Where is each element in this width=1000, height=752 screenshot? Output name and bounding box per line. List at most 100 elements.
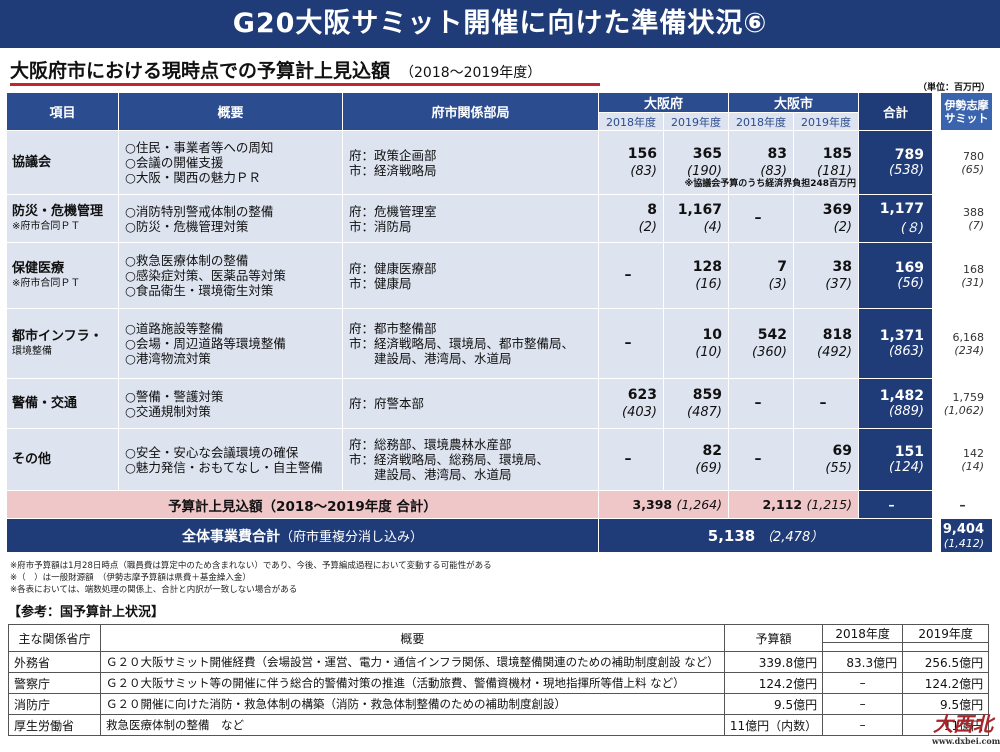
grand-total-label-cell: 全体事業費合計（府市重複分消し込み） — [6, 518, 599, 553]
grand-total-label-sub: （府市重複分消し込み） — [279, 529, 423, 545]
header-ise-line1: 伊勢志摩 — [944, 98, 989, 112]
city-2019-cell: 185 (181) ※協議会予算のうち経済界負担248百万円 — [684, 130, 859, 195]
pref-2018-cell-sub: (83) — [630, 163, 657, 179]
budget-total-label: 予算計上見込額（2018～2019年度 合計） — [6, 490, 599, 519]
header-item: 項目 — [6, 92, 119, 131]
ise-shima-cell: 6,168 (234) — [940, 308, 993, 379]
pref-2018-cell-value: – — [624, 267, 632, 283]
header-city-2019: 2019年度 — [793, 112, 859, 131]
pref-2018-cell-value: – — [624, 451, 632, 467]
pref-2018-cell: 8 (2) — [598, 194, 664, 243]
row-item: 保健医療 ※府市合同ＰＴ — [6, 242, 119, 309]
header-pref-2019: 2019年度 — [663, 112, 729, 131]
city-2019-cell-sub: (55) — [825, 460, 852, 476]
logo-url: www.dxbei.com — [932, 736, 1000, 746]
overview-line: ○道路施設等整備 — [125, 321, 224, 336]
pref-2019-cell-value: 82 — [702, 442, 722, 459]
header-ise-line2: サミット — [944, 111, 989, 125]
city-2019-cell: 818 (492) — [793, 308, 859, 379]
pref-2018-cell: – — [598, 428, 664, 491]
national-budget-table: 主な関係省庁 概要 予算額 2018年度 2019年度 外務省 Ｇ２０大阪サミット… — [8, 624, 990, 736]
pref-2018-cell-value: 156 — [627, 145, 657, 162]
city-2019-cell-value: – — [819, 395, 827, 411]
budget-city-value: 2,112 — [762, 497, 803, 512]
ref-2019: 256.5億円 — [902, 651, 990, 673]
gap — [932, 92, 941, 131]
section-period: （2018～2019年度） — [400, 65, 542, 81]
ref-amount: 339.8億円 — [723, 651, 824, 673]
header-osaka-city: 大阪市 — [728, 92, 859, 113]
row-item-label: その他 — [12, 452, 52, 467]
ref-header-ministry: 主な関係省庁 — [8, 624, 101, 652]
budget-pref-value: 3,398 — [632, 497, 673, 512]
budget-pref-sub: (1,264) — [676, 497, 722, 512]
ise-sub: (14) — [961, 459, 984, 473]
footnote: ※各表においては、端数処理の関係上、合計と内訳が一致しない場合がある — [10, 585, 298, 595]
footnote: ※（ ）は一般財源額 （伊勢志摩予算額は県費＋基金繰入金） — [10, 573, 251, 583]
city-2018-cell: – — [728, 428, 794, 491]
ref-overview: 救急医療体制の整備 など — [100, 714, 725, 736]
total-sub: (538) — [889, 163, 924, 178]
row-dept: 府：総務部、環境農林水産部 市：経済戦略局、総務局、環境局、 建設局、港湾局、水道… — [342, 428, 599, 491]
dept-line: 府：危機管理室 — [349, 203, 437, 219]
unit-label: （単位：百万円） — [917, 83, 990, 93]
table-row: 防災・危機管理 ※府市合同ＰＴ ○消防特別警戒体制の整備 ○防災・危機管理対策 府：危機… — [6, 194, 993, 243]
table-row: その他 ○安全・安心な会議環境の確保 ○魅力発信・おもてなし・自主警備 府：総務部、環… — [6, 428, 993, 491]
total-value: 1,482 — [879, 388, 924, 404]
city-2019-cell-sub: (2) — [833, 219, 852, 235]
grand-ise-value: 9,404 — [942, 521, 984, 537]
table-row: 警備・交通 ○警備・警護対策 ○交通規制対策 府：府警本部 623 (403) 859 (48… — [6, 378, 993, 429]
section-heading: 大阪府市における現時点での予算計上見込額 （2018～2019年度） — [10, 56, 600, 86]
row-overview: ○救急医療体制の整備 ○感染症対策、医薬品等対策 ○食品衛生・環境衛生対策 — [118, 242, 343, 309]
overview-line: ○大阪・関西の魅力ＰＲ — [125, 170, 261, 185]
ref-overview: Ｇ２０大阪サミット開催経費（会場設営・運営、電力・通信インフラ関係、環境整備関連… — [100, 651, 725, 673]
ref-row: 警察庁 Ｇ２０大阪サミット等の開催に伴う総合的警備対策の推進（活動旅費、警備資機材… — [8, 672, 990, 694]
dept-line: 市：経済戦略局、総務局、環境局、 — [349, 452, 550, 467]
city-2019-cell: 369 (2) — [793, 194, 859, 243]
overview-line: ○港湾物流対策 — [125, 351, 211, 366]
header-overview: 概要 — [118, 92, 343, 131]
total-cell: 169 (56) — [858, 242, 933, 309]
watermark-logo: 大西北 www.dxbei.com — [932, 712, 1000, 748]
gap — [932, 130, 941, 195]
grand-total-value-sub: （2,478） — [760, 530, 824, 545]
row-overview: ○住民・事業者等への周知 ○会議の開催支援 ○大阪・関西の魅力ＰＲ — [118, 130, 343, 195]
row-dept: 府：健康医療部 市：健康局 — [342, 242, 599, 309]
total-sub: (８) — [900, 221, 924, 236]
ref-amount: 124.2億円 — [723, 672, 824, 694]
ref-overview: Ｇ２０開催に向けた消防・救急体制の構築（消防・救急体制整備のための補助制度創設） — [100, 693, 725, 715]
row-item-note: 環境整備 — [12, 345, 52, 357]
row-dept: 府：都市整備部 市：経済戦略局、環境局、都市整備局、 建設局、港湾局、水道局 — [342, 308, 599, 379]
row-item-label: 都市インフラ・ — [12, 328, 103, 344]
row-item-label: 警備・交通 — [12, 396, 78, 411]
pref-2019-cell-value: 1,167 — [677, 201, 722, 218]
grand-ise-cell: 9,404 (1,412) — [940, 518, 993, 553]
total-cell: 789 (538) — [858, 130, 933, 195]
row-overview: ○消防特別警戒体制の整備 ○防災・危機管理対策 — [118, 194, 343, 243]
gap — [932, 308, 941, 379]
grand-total-value: 5,138 — [707, 527, 756, 545]
city-2019-cell-value: 38 — [832, 258, 852, 275]
table-row: 協議会 ○住民・事業者等への周知 ○会議の開催支援 ○大阪・関西の魅力ＰＲ 府：政策企画… — [6, 130, 993, 195]
overview-line: ○住民・事業者等への周知 — [125, 140, 274, 155]
pref-2019-cell-sub: (16) — [695, 276, 722, 292]
ise-sub: (7) — [968, 218, 984, 232]
ref-ministry: 警察庁 — [8, 672, 101, 694]
city-2018-cell-value: 83 — [767, 145, 787, 162]
total-sub: (889) — [889, 404, 924, 419]
section-title: 大阪府市における現時点での予算計上見込額 — [10, 60, 391, 82]
pref-2018-cell-sub: (403) — [622, 404, 657, 420]
city-2018-cell-value: – — [754, 395, 762, 411]
gap — [932, 194, 941, 243]
dept-line: 府：都市整備部 — [349, 321, 437, 336]
row-item-note: ※府市合同ＰＴ — [12, 277, 81, 289]
pref-2018-cell: 156 (83) — [598, 130, 664, 195]
city-2018-cell-sub: (83) — [760, 163, 787, 179]
ref-header-amount: 予算額 — [723, 624, 824, 652]
ise-sub: (1,062) — [943, 403, 984, 417]
overview-line: ○会場・周辺道路等環境整備 — [125, 336, 286, 351]
dept-line: 市：健康局 — [349, 275, 412, 291]
dept-line: 府：府警本部 — [349, 396, 425, 411]
ise-sub: (234) — [954, 343, 984, 357]
city-2018-cell-value: 542 — [757, 326, 787, 343]
